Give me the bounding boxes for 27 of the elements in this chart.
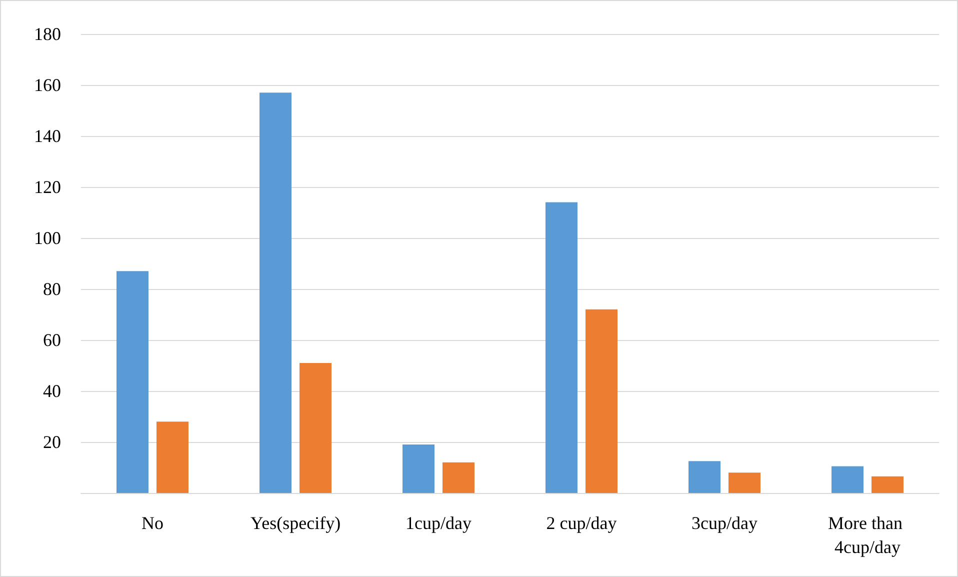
- y-tick-label: 120: [34, 177, 61, 197]
- x-tick-label: 3cup/day: [692, 513, 758, 533]
- bar: [586, 309, 618, 493]
- y-tick-label: 140: [34, 126, 61, 146]
- bar: [872, 476, 904, 493]
- x-tick-label: 1cup/day: [406, 513, 472, 533]
- y-tick-label: 160: [34, 75, 61, 95]
- bar: [442, 462, 474, 493]
- y-tick-label: 60: [43, 330, 61, 350]
- y-tick-label: 80: [43, 279, 61, 299]
- x-tick-label: More than 4cup/day: [828, 513, 907, 557]
- bar: [728, 472, 760, 493]
- y-tick-label: 40: [43, 381, 61, 401]
- bar: [156, 422, 188, 493]
- y-tick-label: 20: [43, 432, 61, 452]
- x-tick-label: 2 cup/day: [546, 513, 617, 533]
- y-tick-label: 180: [34, 24, 61, 44]
- x-tick-label: No: [142, 513, 164, 533]
- bar: [300, 362, 332, 493]
- bar: [116, 271, 148, 493]
- bar: [832, 466, 864, 493]
- x-tick-label: Yes(specify): [250, 513, 341, 533]
- bar: [688, 461, 720, 493]
- bar: [402, 444, 434, 493]
- y-tick-label: 100: [34, 228, 61, 248]
- bar: [260, 92, 292, 493]
- bar: [546, 202, 578, 493]
